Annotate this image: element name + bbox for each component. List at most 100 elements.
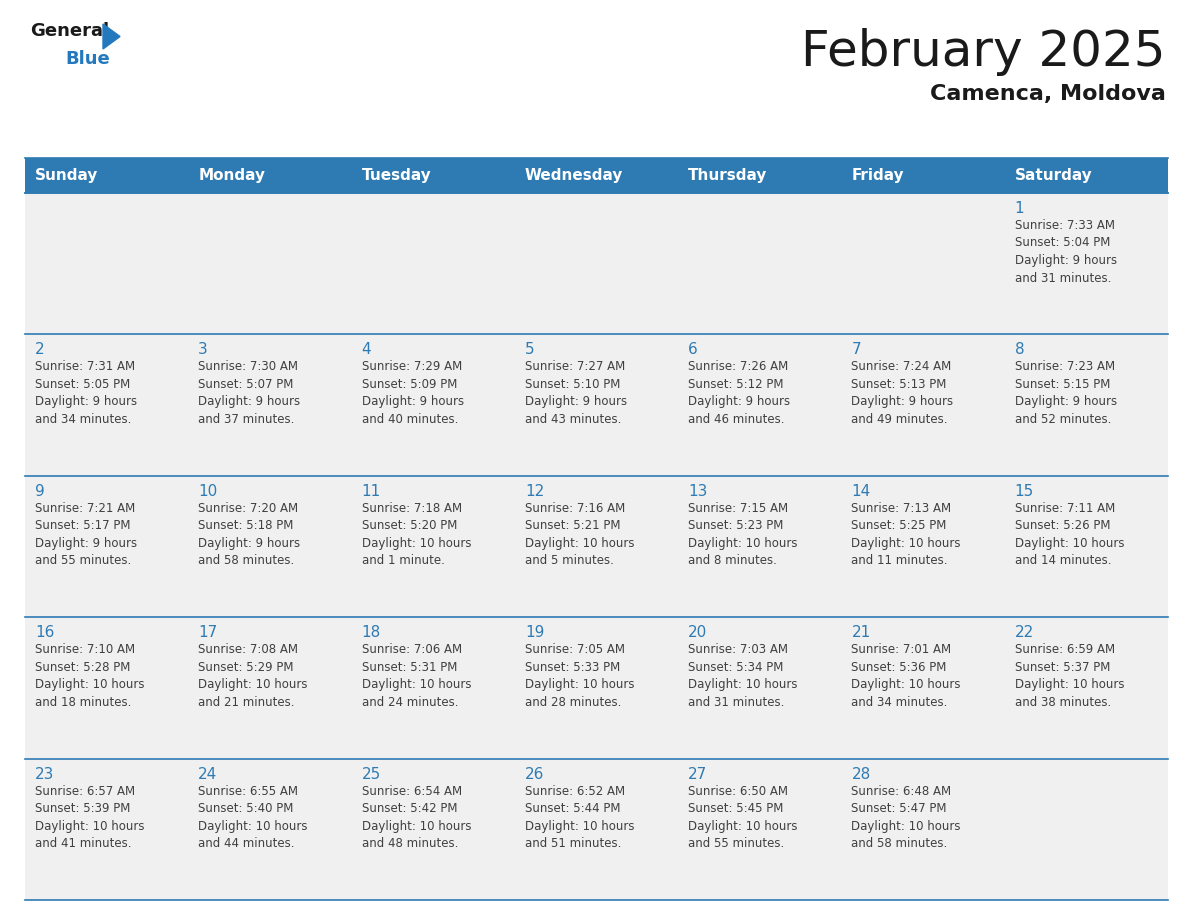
Bar [25,758,188,900]
Text: Sunrise: 6:50 AM
Sunset: 5:45 PM
Daylight: 10 hours
and 55 minutes.: Sunrise: 6:50 AM Sunset: 5:45 PM Dayligh… [688,785,797,850]
Text: Sunrise: 7:15 AM
Sunset: 5:23 PM
Daylight: 10 hours
and 8 minutes.: Sunrise: 7:15 AM Sunset: 5:23 PM Dayligh… [688,502,797,567]
Bar [1005,476,1168,617]
Bar [514,758,678,900]
Text: Sunrise: 7:24 AM
Sunset: 5:13 PM
Daylight: 9 hours
and 49 minutes.: Sunrise: 7:24 AM Sunset: 5:13 PM Dayligh… [852,361,954,426]
Bar [678,758,841,900]
Bar [841,617,1005,758]
Text: Sunrise: 7:26 AM
Sunset: 5:12 PM
Daylight: 9 hours
and 46 minutes.: Sunrise: 7:26 AM Sunset: 5:12 PM Dayligh… [688,361,790,426]
Bar [25,334,188,476]
Text: Sunrise: 6:54 AM
Sunset: 5:42 PM
Daylight: 10 hours
and 48 minutes.: Sunrise: 6:54 AM Sunset: 5:42 PM Dayligh… [361,785,472,850]
Bar [678,476,841,617]
Text: 26: 26 [525,767,544,781]
Text: Sunrise: 6:55 AM
Sunset: 5:40 PM
Daylight: 10 hours
and 44 minutes.: Sunrise: 6:55 AM Sunset: 5:40 PM Dayligh… [198,785,308,850]
Text: Sunrise: 7:30 AM
Sunset: 5:07 PM
Daylight: 9 hours
and 37 minutes.: Sunrise: 7:30 AM Sunset: 5:07 PM Dayligh… [198,361,301,426]
Text: 7: 7 [852,342,861,357]
Text: Sunrise: 7:31 AM
Sunset: 5:05 PM
Daylight: 9 hours
and 34 minutes.: Sunrise: 7:31 AM Sunset: 5:05 PM Dayligh… [34,361,137,426]
Text: 28: 28 [852,767,871,781]
Bar [188,158,352,193]
Bar [514,617,678,758]
Text: 24: 24 [198,767,217,781]
Bar [1005,334,1168,476]
Text: Sunrise: 7:10 AM
Sunset: 5:28 PM
Daylight: 10 hours
and 18 minutes.: Sunrise: 7:10 AM Sunset: 5:28 PM Dayligh… [34,644,145,709]
Text: 2: 2 [34,342,45,357]
Text: Sunrise: 7:03 AM
Sunset: 5:34 PM
Daylight: 10 hours
and 31 minutes.: Sunrise: 7:03 AM Sunset: 5:34 PM Dayligh… [688,644,797,709]
Text: Sunrise: 6:57 AM
Sunset: 5:39 PM
Daylight: 10 hours
and 41 minutes.: Sunrise: 6:57 AM Sunset: 5:39 PM Dayligh… [34,785,145,850]
Text: Sunrise: 7:29 AM
Sunset: 5:09 PM
Daylight: 9 hours
and 40 minutes.: Sunrise: 7:29 AM Sunset: 5:09 PM Dayligh… [361,361,463,426]
Text: Tuesday: Tuesday [361,168,431,183]
Bar [352,334,514,476]
Bar [25,158,188,193]
Text: Sunrise: 7:18 AM
Sunset: 5:20 PM
Daylight: 10 hours
and 1 minute.: Sunrise: 7:18 AM Sunset: 5:20 PM Dayligh… [361,502,472,567]
Text: Sunrise: 7:06 AM
Sunset: 5:31 PM
Daylight: 10 hours
and 24 minutes.: Sunrise: 7:06 AM Sunset: 5:31 PM Dayligh… [361,644,472,709]
Bar [188,193,352,334]
Text: 14: 14 [852,484,871,498]
Bar [352,158,514,193]
Text: 11: 11 [361,484,381,498]
Text: Friday: Friday [852,168,904,183]
Text: Sunrise: 6:48 AM
Sunset: 5:47 PM
Daylight: 10 hours
and 58 minutes.: Sunrise: 6:48 AM Sunset: 5:47 PM Dayligh… [852,785,961,850]
Text: 19: 19 [525,625,544,640]
Text: 8: 8 [1015,342,1024,357]
Bar [514,476,678,617]
Text: Sunrise: 7:13 AM
Sunset: 5:25 PM
Daylight: 10 hours
and 11 minutes.: Sunrise: 7:13 AM Sunset: 5:25 PM Dayligh… [852,502,961,567]
Bar [188,476,352,617]
Text: Monday: Monday [198,168,265,183]
Bar [678,193,841,334]
Bar [352,193,514,334]
Bar [352,758,514,900]
Text: Wednesday: Wednesday [525,168,624,183]
Text: 15: 15 [1015,484,1034,498]
Text: 25: 25 [361,767,381,781]
Text: Blue: Blue [65,50,109,68]
Text: 9: 9 [34,484,45,498]
Text: Sunrise: 6:59 AM
Sunset: 5:37 PM
Daylight: 10 hours
and 38 minutes.: Sunrise: 6:59 AM Sunset: 5:37 PM Dayligh… [1015,644,1124,709]
Text: Sunrise: 7:21 AM
Sunset: 5:17 PM
Daylight: 9 hours
and 55 minutes.: Sunrise: 7:21 AM Sunset: 5:17 PM Dayligh… [34,502,137,567]
Text: 6: 6 [688,342,697,357]
Text: Camenca, Moldova: Camenca, Moldova [930,84,1165,104]
Bar [1005,158,1168,193]
Bar [678,617,841,758]
Text: 21: 21 [852,625,871,640]
Text: Sunrise: 7:27 AM
Sunset: 5:10 PM
Daylight: 9 hours
and 43 minutes.: Sunrise: 7:27 AM Sunset: 5:10 PM Dayligh… [525,361,627,426]
Bar [841,758,1005,900]
Bar [1005,758,1168,900]
Bar [514,193,678,334]
Text: 13: 13 [688,484,708,498]
Bar [841,193,1005,334]
Bar [352,617,514,758]
Text: Sunrise: 7:33 AM
Sunset: 5:04 PM
Daylight: 9 hours
and 31 minutes.: Sunrise: 7:33 AM Sunset: 5:04 PM Dayligh… [1015,219,1117,285]
Bar [352,476,514,617]
Text: Sunrise: 7:08 AM
Sunset: 5:29 PM
Daylight: 10 hours
and 21 minutes.: Sunrise: 7:08 AM Sunset: 5:29 PM Dayligh… [198,644,308,709]
Bar [1005,193,1168,334]
Text: 3: 3 [198,342,208,357]
Text: February 2025: February 2025 [802,28,1165,76]
Text: 5: 5 [525,342,535,357]
Bar [678,334,841,476]
Text: 1: 1 [1015,201,1024,216]
Bar [25,617,188,758]
Bar [1005,617,1168,758]
Text: Sunrise: 7:23 AM
Sunset: 5:15 PM
Daylight: 9 hours
and 52 minutes.: Sunrise: 7:23 AM Sunset: 5:15 PM Dayligh… [1015,361,1117,426]
Bar [841,334,1005,476]
Text: 22: 22 [1015,625,1034,640]
Text: 10: 10 [198,484,217,498]
Text: 27: 27 [688,767,707,781]
Text: 4: 4 [361,342,371,357]
Text: Sunrise: 7:11 AM
Sunset: 5:26 PM
Daylight: 10 hours
and 14 minutes.: Sunrise: 7:11 AM Sunset: 5:26 PM Dayligh… [1015,502,1124,567]
Bar [25,476,188,617]
Text: 18: 18 [361,625,381,640]
Bar [841,158,1005,193]
Text: 17: 17 [198,625,217,640]
Text: 23: 23 [34,767,55,781]
Bar [25,193,188,334]
Bar [841,476,1005,617]
Bar [188,758,352,900]
Text: General: General [30,22,109,40]
Text: 16: 16 [34,625,55,640]
Text: Sunrise: 7:05 AM
Sunset: 5:33 PM
Daylight: 10 hours
and 28 minutes.: Sunrise: 7:05 AM Sunset: 5:33 PM Dayligh… [525,644,634,709]
Text: 12: 12 [525,484,544,498]
Bar [678,158,841,193]
Polygon shape [103,24,120,49]
Text: Sunrise: 7:01 AM
Sunset: 5:36 PM
Daylight: 10 hours
and 34 minutes.: Sunrise: 7:01 AM Sunset: 5:36 PM Dayligh… [852,644,961,709]
Text: Thursday: Thursday [688,168,767,183]
